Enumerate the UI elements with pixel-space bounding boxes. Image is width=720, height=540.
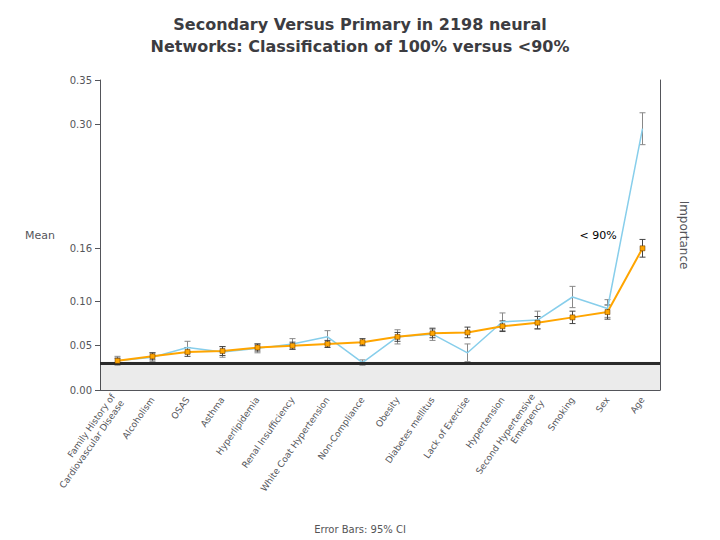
svg-text:OSAS: OSAS	[169, 395, 192, 421]
svg-text:White Coat Hypertension: White Coat Hypertension	[259, 395, 332, 493]
svg-text:Non-Compliance: Non-Compliance	[316, 395, 367, 462]
svg-text:Importance: Importance	[677, 201, 691, 270]
svg-text:Error Bars: 95% CI: Error Bars: 95% CI	[314, 524, 406, 535]
svg-text:0.16: 0.16	[70, 243, 92, 254]
svg-text:Lack of Exercise: Lack of Exercise	[422, 395, 472, 461]
svg-text:< 90%: < 90%	[580, 229, 617, 242]
svg-text:0.30: 0.30	[70, 119, 92, 130]
svg-text:0.35: 0.35	[70, 75, 92, 86]
svg-text:Second Hypertensive: Second Hypertensive	[474, 392, 537, 477]
svg-text:0.05: 0.05	[70, 340, 92, 351]
svg-text:0.00: 0.00	[70, 385, 92, 396]
svg-text:Mean: Mean	[25, 229, 55, 242]
svg-text:Hyperlipidemia: Hyperlipidemia	[214, 395, 262, 457]
svg-text:Secondary Versus Primary in 21: Secondary Versus Primary in 2198 neural	[173, 15, 546, 34]
svg-text:Asthma: Asthma	[199, 395, 227, 429]
svg-text:0.10: 0.10	[70, 296, 92, 307]
svg-text:Smoking: Smoking	[546, 395, 577, 433]
svg-text:Emergency: Emergency	[509, 398, 547, 446]
svg-text:Networks: Classification of 10: Networks: Classification of 100% versus …	[151, 37, 570, 56]
svg-text:Alcoholism: Alcoholism	[120, 395, 156, 441]
svg-text:Cardiovascular Disease: Cardiovascular Disease	[58, 398, 127, 490]
svg-text:Age: Age	[628, 395, 646, 415]
svg-text:Diabetes mellitus: Diabetes mellitus	[383, 395, 437, 466]
svg-text:Hypertension: Hypertension	[463, 395, 507, 451]
svg-text:Obesity: Obesity	[374, 395, 402, 429]
svg-text:Family History of: Family History of	[65, 392, 118, 460]
svg-text:Sex: Sex	[594, 395, 612, 415]
svg-text:Renal Insufficiency: Renal Insufficiency	[240, 395, 297, 470]
